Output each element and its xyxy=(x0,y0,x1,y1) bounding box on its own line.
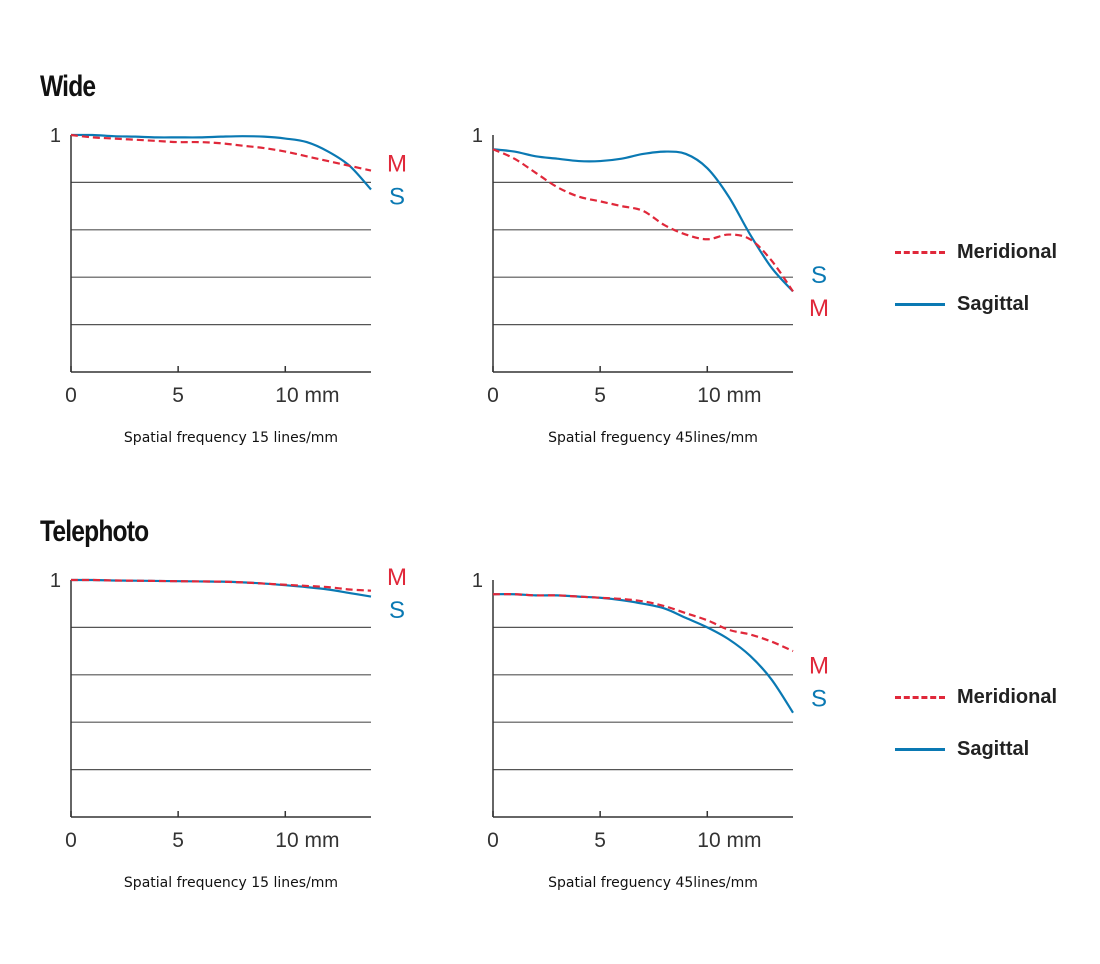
sagittal-curve xyxy=(70,578,372,598)
x-tick-label: 0 xyxy=(65,829,77,852)
sagittal-curve xyxy=(492,593,794,714)
x-tick-label: 0 xyxy=(65,384,77,407)
series-end-label: M xyxy=(387,151,407,178)
chart-caption: Spatial freguency 45lines/mm xyxy=(548,430,758,446)
x-tick-label: 0 xyxy=(487,829,499,852)
mtf-chart-tele-15: 0 5 10 mm 1 MS xyxy=(50,564,407,852)
y-tick-label: 1 xyxy=(50,125,61,147)
mtf-chart-wide-15: 0 5 10 mm 1 MS xyxy=(50,125,407,407)
x-tick-label: 5 xyxy=(594,384,606,407)
mtf-chart-wide-45: 0 5 10 mm 1 SM xyxy=(472,125,829,407)
meridional-curve xyxy=(70,133,372,172)
solid-line-swatch xyxy=(895,747,945,751)
meridional-curve xyxy=(70,578,372,592)
series-end-label: S xyxy=(811,262,827,289)
legend-label: Meridional xyxy=(957,240,1058,263)
legend-label: Meridional xyxy=(957,685,1058,708)
legend-item-meridional: Meridional xyxy=(895,240,1057,264)
chart-caption: Spatial frequency 15 lines/mm xyxy=(123,875,339,891)
x-tick-label: 5 xyxy=(172,829,184,852)
section-title-wide: Wide xyxy=(40,70,96,103)
series-end-label: S xyxy=(389,184,405,211)
x-tick-label: 10 mm xyxy=(697,829,761,852)
sagittal-curve xyxy=(492,148,794,293)
series-end-label: M xyxy=(809,652,829,679)
x-tick-label: 10 mm xyxy=(275,384,339,407)
legend-wide: Meridional Sagittal xyxy=(895,240,1095,320)
y-tick-label: 1 xyxy=(472,125,483,147)
section-title-telephoto: Telephoto xyxy=(40,515,149,548)
legend-item-sagittal: Sagittal xyxy=(895,737,1029,761)
mtf-chart-tele-45: 0 5 10 mm 1 MS xyxy=(472,570,829,852)
dashed-line-swatch xyxy=(895,250,945,254)
legend-label: Sagittal xyxy=(957,292,1030,315)
legend-item-meridional: Meridional xyxy=(895,685,1057,709)
y-tick-label: 1 xyxy=(472,570,483,592)
y-tick-label: 1 xyxy=(50,570,61,592)
meridional-curve xyxy=(492,593,794,653)
x-tick-label: 5 xyxy=(594,829,606,852)
x-tick-label: 0 xyxy=(487,384,499,407)
dashed-line-swatch xyxy=(895,695,945,699)
solid-line-swatch xyxy=(895,302,945,306)
chart-caption: Spatial frequency 15 lines/mm xyxy=(123,430,339,446)
legend-item-sagittal: Sagittal xyxy=(895,292,1029,316)
series-end-label: M xyxy=(809,295,829,322)
series-end-label: S xyxy=(389,597,405,624)
series-end-label: M xyxy=(387,564,407,591)
legend-label: Sagittal xyxy=(957,737,1030,760)
x-tick-label: 10 mm xyxy=(275,829,339,852)
series-end-label: S xyxy=(811,685,827,712)
sagittal-curve xyxy=(70,133,372,191)
chart-caption: Spatial freguency 45lines/mm xyxy=(548,875,758,891)
x-tick-label: 5 xyxy=(172,384,184,407)
x-tick-label: 10 mm xyxy=(697,384,761,407)
legend-telephoto: Meridional Sagittal xyxy=(895,685,1095,765)
meridional-curve xyxy=(492,148,794,293)
